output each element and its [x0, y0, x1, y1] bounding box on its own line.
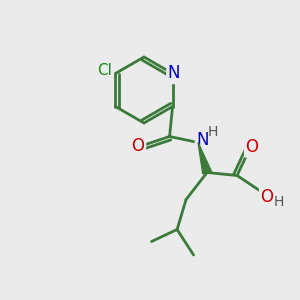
Text: O: O	[261, 188, 274, 206]
Text: N: N	[168, 64, 180, 82]
Text: H: H	[208, 125, 218, 139]
Text: O: O	[132, 136, 145, 154]
Polygon shape	[198, 142, 211, 174]
Text: Cl: Cl	[98, 63, 112, 78]
Text: N: N	[196, 130, 209, 148]
Text: H: H	[274, 196, 284, 209]
Text: O: O	[246, 138, 259, 156]
